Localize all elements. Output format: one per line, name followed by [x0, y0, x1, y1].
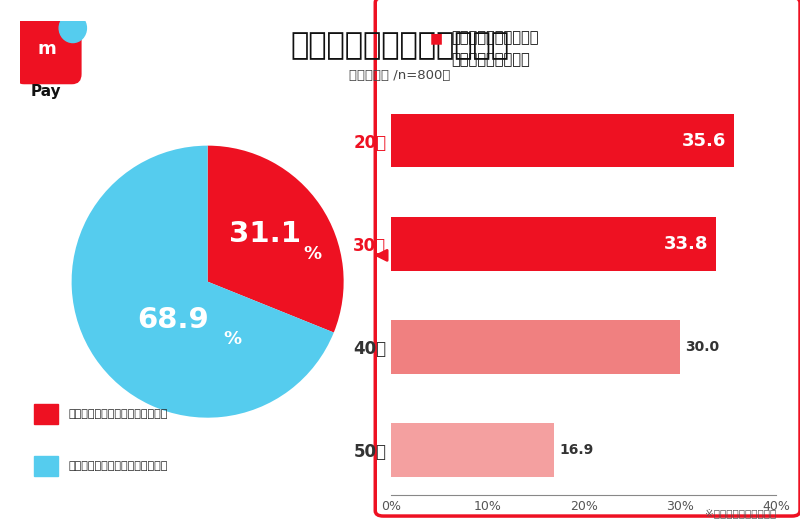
Text: 後払い利用経験ありの: 後払い利用経験ありの — [451, 30, 538, 45]
Text: 33.8: 33.8 — [664, 235, 709, 253]
Text: 68.9: 68.9 — [138, 306, 210, 334]
Bar — [391, 320, 680, 373]
Text: 後払い決済サービス利用経験あり: 後払い決済サービス利用経験あり — [69, 409, 168, 419]
Text: m: m — [37, 40, 56, 59]
Text: ■: ■ — [430, 31, 442, 45]
Bar — [34, 404, 58, 425]
Text: 35.6: 35.6 — [682, 132, 726, 149]
Bar — [391, 217, 716, 271]
Bar — [391, 423, 554, 477]
Wedge shape — [72, 146, 334, 418]
Text: ※過去１年の利用経験者: ※過去１年の利用経験者 — [705, 509, 776, 518]
Text: 30.0: 30.0 — [686, 340, 720, 354]
Text: %: % — [303, 245, 322, 263]
Bar — [391, 114, 734, 168]
Text: 31.1: 31.1 — [229, 220, 301, 248]
Text: 後払い決済サービス利用経験なし: 後払い決済サービス利用経験なし — [69, 461, 168, 471]
Text: （単一回答 /n=800）: （単一回答 /n=800） — [350, 69, 450, 82]
Bar — [34, 456, 58, 476]
Text: 16.9: 16.9 — [559, 443, 594, 457]
Circle shape — [59, 14, 86, 43]
Text: 年代別・世代別合計: 年代別・世代別合計 — [451, 53, 530, 68]
FancyBboxPatch shape — [14, 17, 82, 84]
Text: Pay: Pay — [31, 85, 62, 99]
Text: %: % — [223, 330, 241, 348]
Text: 後払い決済サービス利用率: 後払い決済サービス利用率 — [290, 31, 510, 60]
Wedge shape — [208, 146, 344, 332]
